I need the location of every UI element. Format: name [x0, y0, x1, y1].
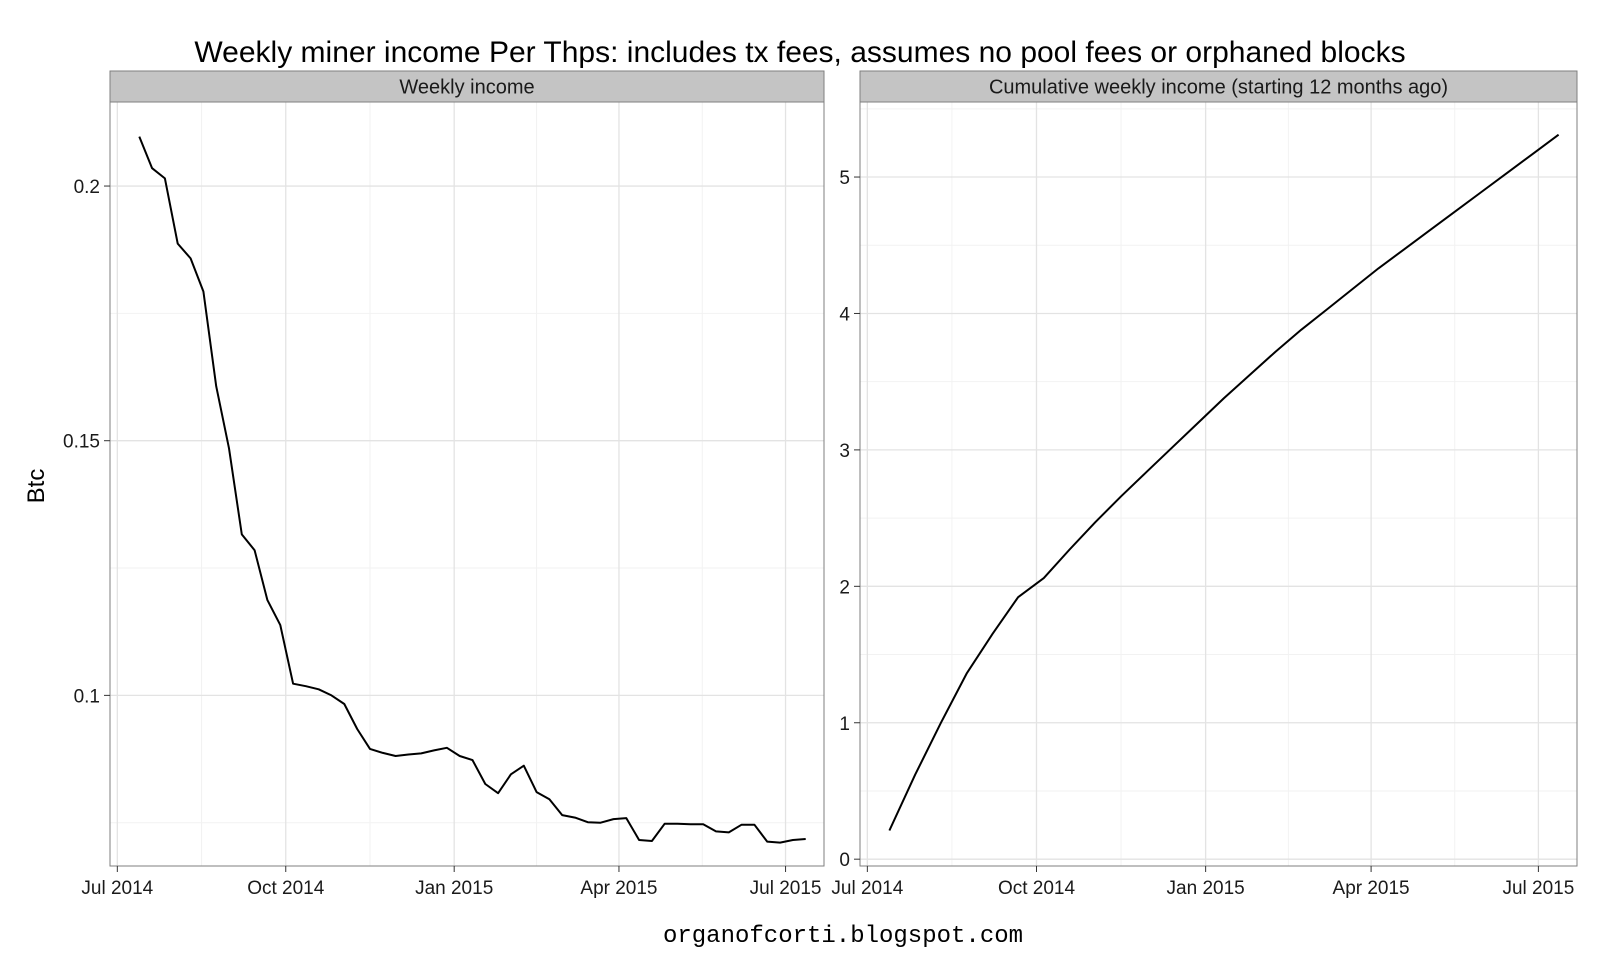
- y-tick-label: 0.15: [63, 432, 100, 453]
- panel-weekly-income: Weekly income Jul 2014 Oct 2014 Jan 2015 Apr…: [63, 70, 825, 899]
- x-tick-label: Jul 2015: [1502, 878, 1574, 899]
- x-tick-label: Jan 2015: [415, 878, 493, 899]
- x-tick-label: Jan 2015: [1167, 878, 1245, 899]
- y-tick-label: 0.1: [74, 686, 100, 707]
- y-tick-label: 4: [839, 304, 850, 325]
- panel-border: [109, 101, 825, 867]
- series-line: [138, 136, 806, 844]
- y-axis-label: Btc: [23, 469, 50, 504]
- x-tick-label: Oct 2014: [247, 878, 325, 899]
- facet-label: Cumulative weekly income (starting 12 mo…: [989, 77, 1448, 99]
- y-tick-label: 0.2: [74, 177, 100, 198]
- facet-strip: [859, 70, 1578, 103]
- x-tick-label: Apr 2015: [580, 878, 657, 899]
- x-tick-label: Oct 2014: [998, 878, 1076, 899]
- y-tick-label: 5: [839, 168, 850, 189]
- y-tick-label: 2: [839, 577, 850, 598]
- facet-strip: [109, 70, 825, 103]
- panel-border: [859, 101, 1578, 867]
- x-tick-label: Jul 2014: [81, 878, 153, 899]
- facet-label: Weekly income: [399, 77, 534, 99]
- x-tick-label: Jul 2014: [831, 878, 903, 899]
- y-tick-label: 0: [839, 850, 850, 871]
- x-tick-label: Apr 2015: [1333, 878, 1410, 899]
- chart-title: Weekly miner income Per Thps: includes t…: [194, 36, 1405, 69]
- watermark-text: organofcorti.blogspot.com: [663, 923, 1023, 950]
- y-tick-label: 1: [839, 714, 850, 735]
- x-tick-label: Jul 2015: [750, 878, 822, 899]
- series-line: [888, 133, 1560, 831]
- y-tick-label: 3: [839, 441, 850, 462]
- panel-cumulative-income: Cumulative weekly income (starting 12 mo…: [831, 70, 1578, 899]
